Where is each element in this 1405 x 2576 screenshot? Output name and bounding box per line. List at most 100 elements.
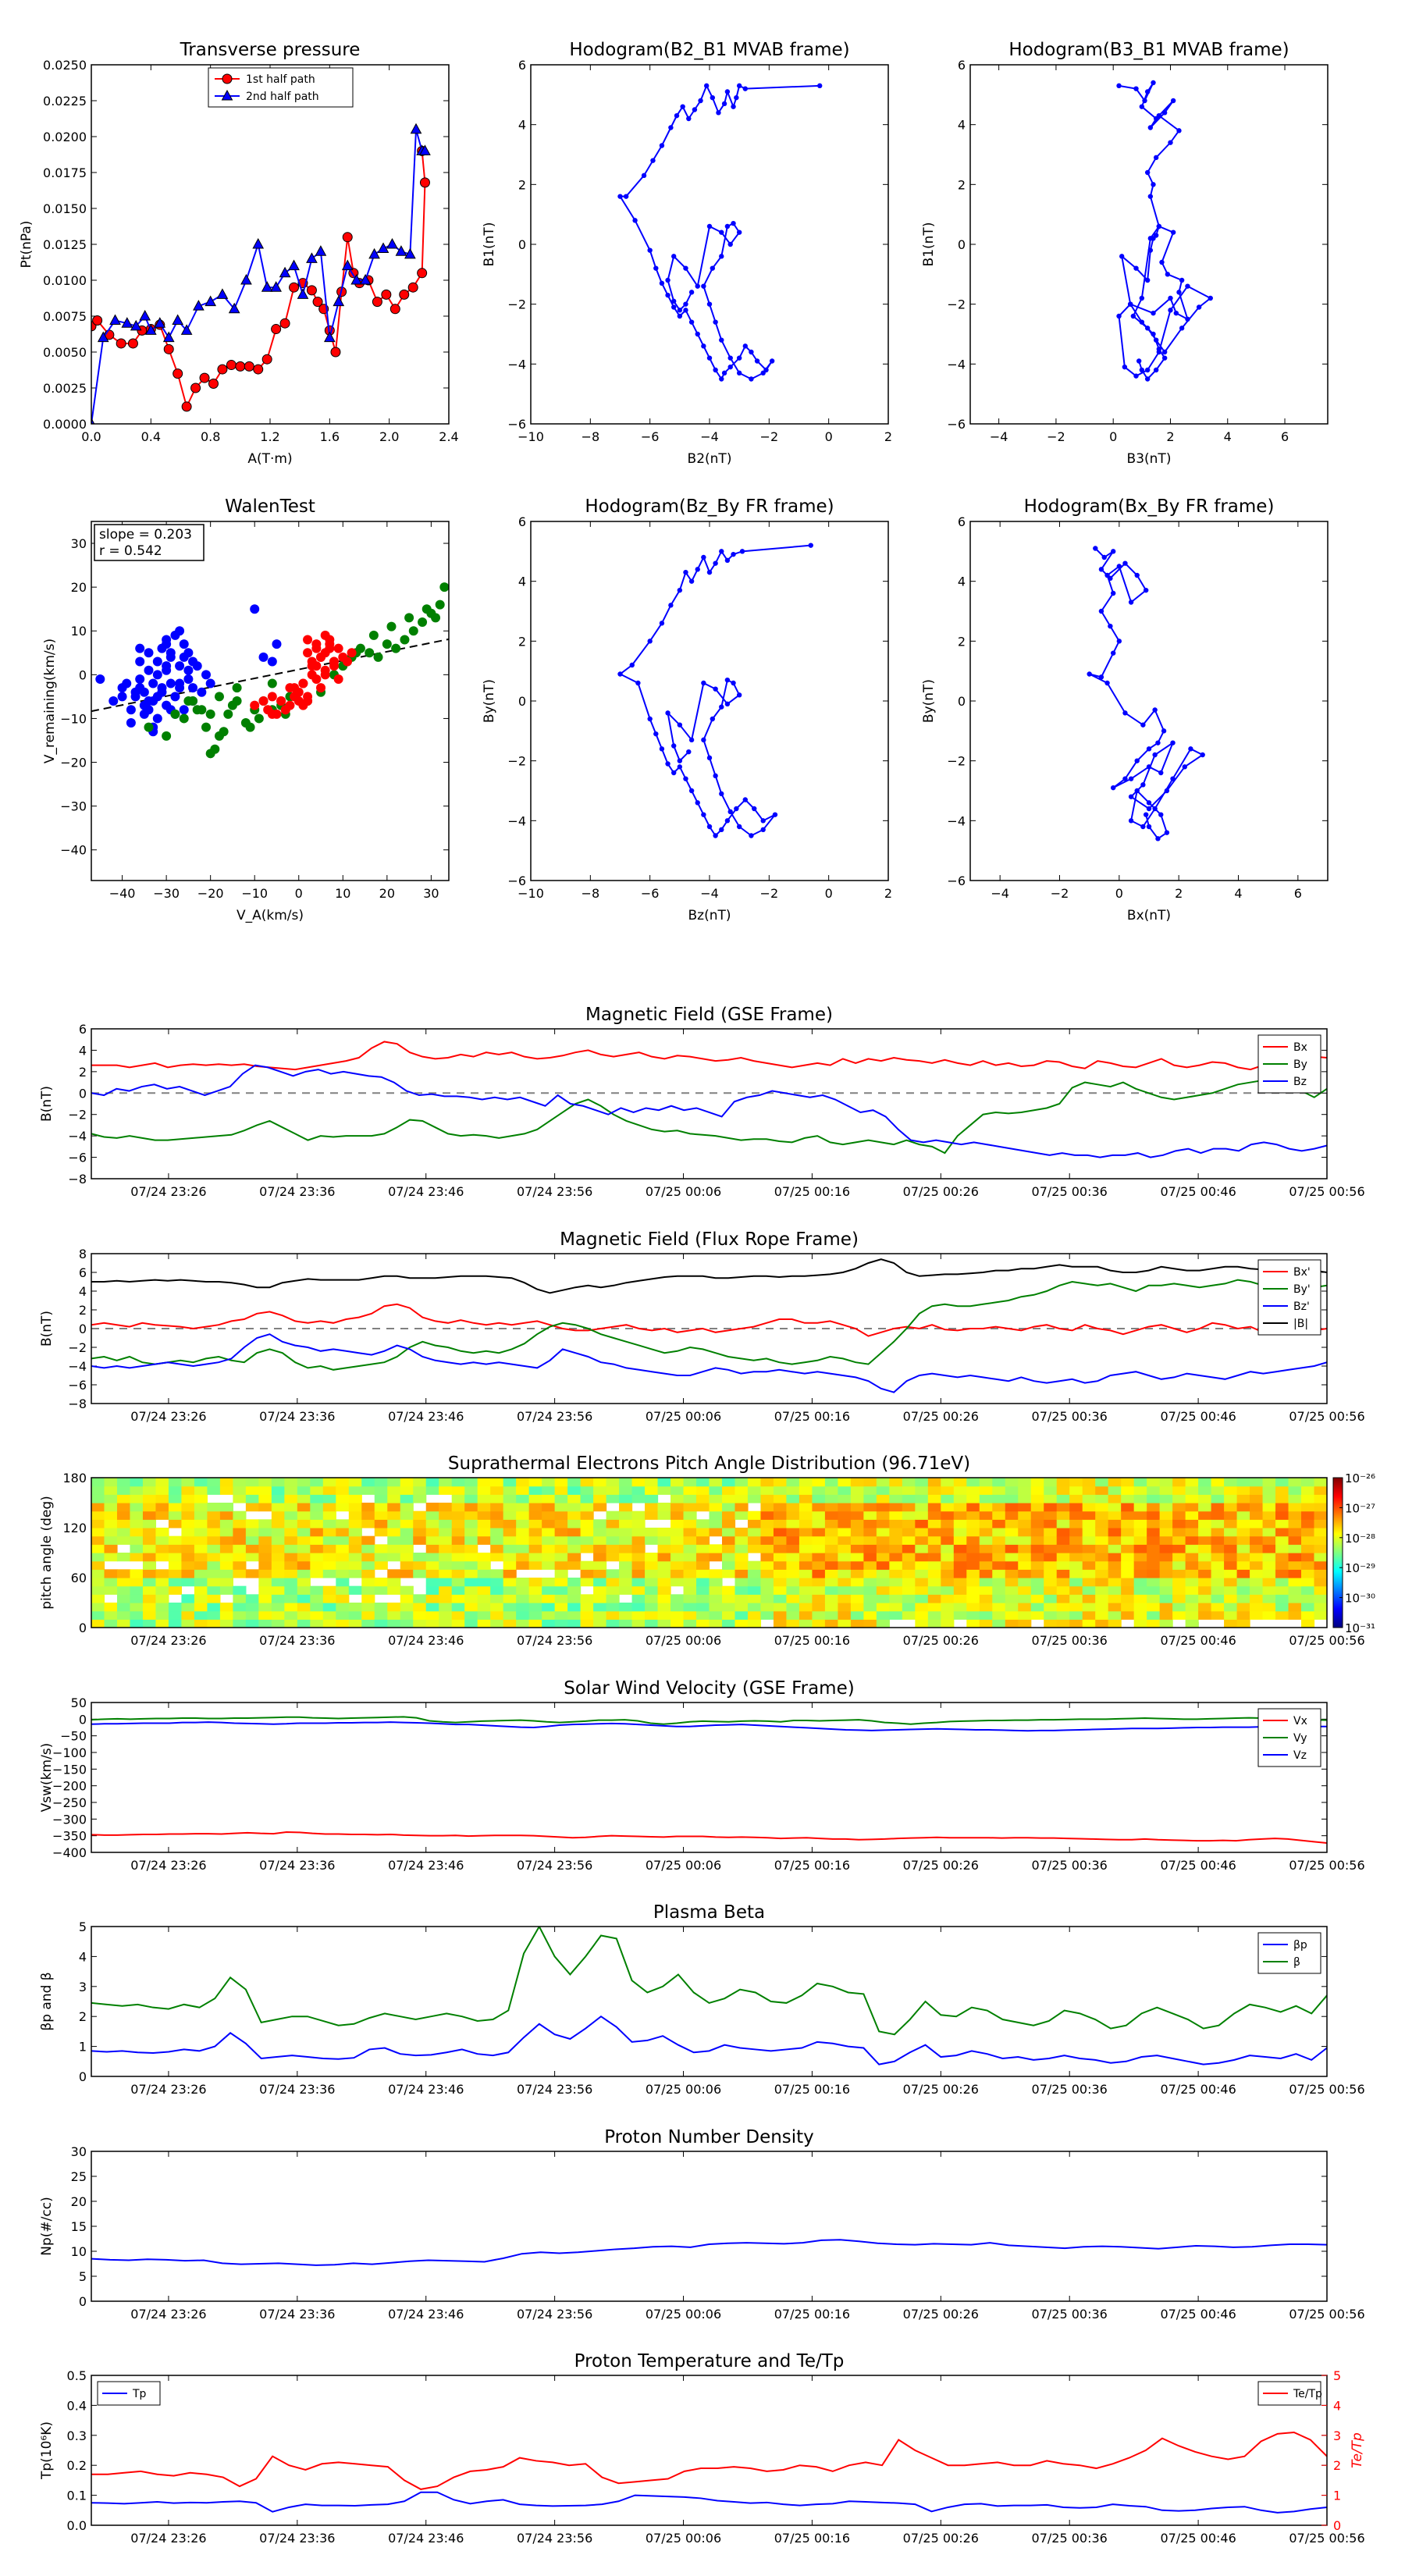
heatmap-cell (1121, 1510, 1135, 1520)
y-right-tick-label: 3 (1333, 2428, 1341, 2443)
data-point (665, 277, 670, 283)
heatmap-cell (619, 1578, 633, 1587)
heatmap-cell (1250, 1553, 1264, 1562)
series-line (1118, 82, 1212, 381)
heatmap-cell (1211, 1510, 1225, 1520)
heatmap-cell (1288, 1494, 1302, 1503)
data-point (674, 112, 680, 119)
colorbar-label: 10⁻²⁹ (1345, 1561, 1375, 1575)
heatmap-cell (992, 1485, 1006, 1495)
heatmap-cell (1121, 1560, 1135, 1570)
data-point (623, 194, 629, 199)
y-tick-label: 0 (958, 694, 966, 709)
heatmap-cell (850, 1560, 864, 1570)
y-tick-label: 2 (958, 634, 966, 649)
heatmap-cell (786, 1585, 800, 1595)
heatmap-cell (1044, 1553, 1058, 1562)
heatmap-cell (425, 1585, 439, 1595)
heatmap-cell (606, 1519, 620, 1528)
heatmap-cell (1095, 1553, 1109, 1562)
heatmap-cell (927, 1503, 941, 1512)
heatmap-cell (374, 1485, 388, 1495)
data-point (1111, 785, 1116, 791)
series-line (91, 1303, 1327, 1337)
legend-box (1257, 1932, 1321, 1974)
heatmap-cell (670, 1560, 685, 1570)
heatmap-cell (233, 1494, 247, 1503)
data-point (671, 298, 677, 304)
heatmap-cell (953, 1585, 967, 1595)
heatmap-cell (657, 1585, 671, 1595)
heatmap-cell (104, 1610, 118, 1620)
heatmap-cell (1056, 1560, 1070, 1570)
heatmap-cell (645, 1553, 659, 1562)
heatmap-cell (824, 1560, 838, 1570)
heatmap-cell (528, 1544, 542, 1553)
data-point (267, 678, 277, 688)
data-point (692, 107, 698, 112)
heatmap-cell (400, 1560, 414, 1570)
heatmap-cell (348, 1528, 362, 1537)
data-point (1161, 349, 1168, 355)
data-point (688, 788, 695, 794)
heatmap-cell (477, 1510, 491, 1520)
heatmap-cell (258, 1569, 272, 1578)
heatmap-cell (1314, 1578, 1327, 1587)
heatmap-cell (927, 1544, 941, 1553)
heatmap-cell (838, 1585, 852, 1595)
heatmap-cell (1288, 1510, 1302, 1520)
data-point (808, 543, 813, 548)
heatmap-cell (1005, 1610, 1019, 1620)
heatmap-cell (786, 1528, 800, 1537)
data-point (1136, 358, 1142, 364)
heatmap-cell (400, 1503, 414, 1512)
data-point (279, 318, 290, 329)
heatmap-cell (902, 1485, 916, 1495)
data-point (1153, 337, 1159, 343)
heatmap-cell (490, 1519, 504, 1528)
heatmap-cell (1018, 1553, 1032, 1562)
heatmap-cell (1198, 1494, 1212, 1503)
data-point (267, 709, 277, 719)
colorbar-label: 10⁻³¹ (1345, 1621, 1375, 1635)
x-tick-label: 07/25 00:26 (903, 1633, 979, 1648)
heatmap-cell (580, 1569, 594, 1578)
x-tick-label: 07/25 00:06 (646, 2531, 721, 2546)
heatmap-cell (696, 1560, 710, 1570)
heatmap-cell (258, 1610, 272, 1620)
heatmap-cell (838, 1544, 852, 1553)
data-point (671, 770, 677, 776)
heatmap-cell (284, 1485, 298, 1495)
heatmap-cell (1314, 1603, 1327, 1612)
heatmap-cell (1211, 1594, 1225, 1603)
data-point (330, 347, 341, 358)
data-point (749, 349, 754, 355)
heatmap-cell (168, 1560, 183, 1570)
heatmap-cell (1301, 1560, 1315, 1570)
heatmap-cell (824, 1578, 838, 1587)
heatmap-cell (593, 1519, 607, 1528)
heatmap-cell (400, 1494, 414, 1503)
heatmap-cell (696, 1519, 710, 1528)
heatmap-cell (824, 1553, 838, 1562)
heatmap-cell (773, 1553, 788, 1562)
heatmap-cell (258, 1585, 272, 1595)
heatmap-cell (348, 1519, 362, 1528)
heatmap-cell (1018, 1585, 1032, 1595)
x-tick-label: 07/24 23:26 (130, 2307, 206, 2322)
data-point (252, 237, 265, 249)
data-point (724, 677, 731, 683)
data-point (181, 401, 192, 412)
heatmap-cell (735, 1503, 749, 1512)
data-point (1156, 112, 1162, 119)
data-point (157, 683, 167, 693)
heatmap-cell (1030, 1594, 1044, 1603)
heatmap-cell (567, 1560, 582, 1570)
heatmap-cell (619, 1560, 633, 1570)
heatmap-cell (902, 1519, 916, 1528)
heatmap-cell (1185, 1610, 1199, 1620)
heatmap-cell (696, 1478, 710, 1487)
heatmap-cell (1250, 1569, 1264, 1578)
heatmap-cell (322, 1544, 336, 1553)
heatmap-cell (709, 1594, 723, 1603)
